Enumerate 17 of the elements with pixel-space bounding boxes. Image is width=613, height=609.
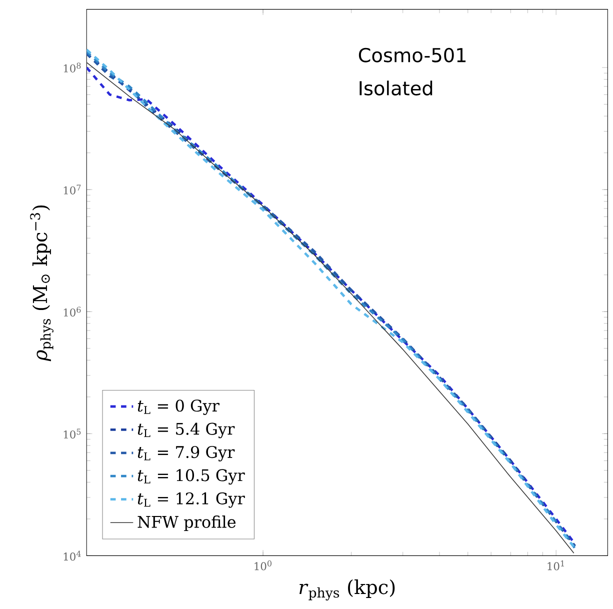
y-tick-label: 10$^{5}$ — [64, 428, 81, 439]
y-axis-title: ρ$_{phys}$ (M$_{⊙}$ kpc$^{−3}$) — [30, 205, 54, 362]
y-tick-label: 10$^{4}$ — [64, 550, 81, 561]
legend-label: t$_{L}$ = 7.9 Gyr — [138, 446, 235, 462]
annotation: Cosmo-501 — [358, 48, 466, 62]
legend-label: t$_{L}$ = 5.4 Gyr — [138, 422, 235, 438]
x-tick-label: 10$^{0}$ — [254, 560, 272, 570]
legend-label: t$_{L}$ = 12.1 Gyr — [138, 492, 245, 508]
x-axis-title: r$_{phys}$ (kpc) — [300, 579, 395, 600]
y-tick-label: 10$^{7}$ — [64, 184, 81, 194]
x-tick-label: 10$^{1}$ — [548, 560, 564, 570]
legend-label: t$_{L}$ = 10.5 Gyr — [138, 469, 245, 485]
y-tick-label: 10$^{8}$ — [64, 62, 81, 72]
legend-label: t$_{L}$ = 0 Gyr — [138, 400, 220, 415]
y-tick-label: 10$^{6}$ — [64, 306, 81, 317]
annotation: Isolated — [360, 80, 432, 96]
legend-label: NFW profile — [138, 516, 236, 532]
